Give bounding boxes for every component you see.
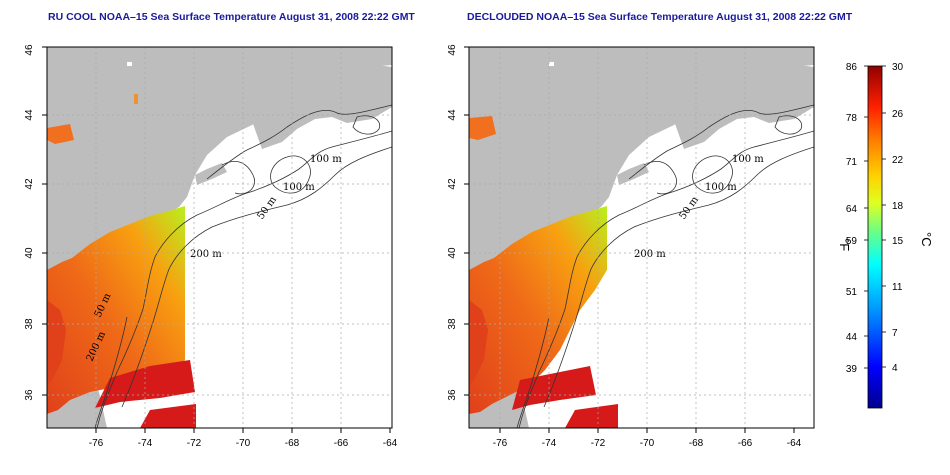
fahrenheit-tick: 64 <box>846 204 858 215</box>
fahrenheit-tick: 59 <box>846 236 858 247</box>
lat-tick-label: 40 <box>24 247 35 259</box>
left-lat-axis: 36 38 40 42 44 46 <box>24 44 47 401</box>
fahrenheit-tick: 51 <box>846 287 858 298</box>
celsius-tick: 22 <box>892 155 904 166</box>
lat-tick-label: 40 <box>447 247 458 259</box>
celsius-tick: 30 <box>892 62 904 73</box>
left-contour-label: 100 m <box>310 154 342 165</box>
lat-tick-label: 36 <box>447 389 458 401</box>
lat-tick-label: 42 <box>447 178 458 190</box>
right-map-title: DECLOUDED NOAA–15 Sea Surface Temperatur… <box>467 11 853 23</box>
lon-tick-label: -74 <box>542 438 557 449</box>
celsius-tick: 4 <box>892 363 898 374</box>
celsius-tick: 18 <box>892 201 904 212</box>
lat-tick-label: 42 <box>24 178 35 190</box>
left-lon-axis: -76 -74 -72 -70 -68 -66 -64 <box>89 428 398 449</box>
right-map: 100 m 100 m 50 m 200 m <box>469 47 814 428</box>
right-lat-axis: 36 38 40 42 44 46 <box>447 44 469 401</box>
lat-tick-label: 44 <box>24 109 35 121</box>
lon-tick-label: -72 <box>591 438 606 449</box>
celsius-tick: 15 <box>892 236 904 247</box>
fahrenheit-tick: 86 <box>846 62 858 73</box>
celsius-tick: 26 <box>892 109 904 120</box>
right-contour-label: 200 m <box>634 249 666 260</box>
lon-tick-label: -72 <box>187 438 202 449</box>
lon-tick-label: -68 <box>285 438 300 449</box>
left-map-frame <box>46 46 393 429</box>
left-contour-label: 200 m <box>190 249 222 260</box>
celsius-tick: 11 <box>892 282 903 293</box>
lon-tick-label: -70 <box>236 438 251 449</box>
lon-tick-label: -66 <box>334 438 349 449</box>
colorbar: 86 78 71 64 59 51 44 39 30 26 22 18 15 1… <box>837 62 934 409</box>
left-map: 100 m 100 m 50 m 200 m 50 m 200 m <box>47 47 392 428</box>
lat-tick-label: 46 <box>24 44 35 56</box>
lat-tick-label: 36 <box>24 389 35 401</box>
right-lon-axis: -76 -74 -72 -70 -68 -66 -64 <box>493 428 802 449</box>
celsius-unit: °C <box>919 232 934 247</box>
left-map-title: RU COOL NOAA–15 Sea Surface Temperature … <box>48 11 415 23</box>
lon-tick-label: -64 <box>383 438 398 449</box>
lat-tick-label: 46 <box>447 44 458 56</box>
fahrenheit-tick: 78 <box>846 113 858 124</box>
lat-tick-label: 44 <box>447 109 458 121</box>
right-contour-label: 100 m <box>705 182 737 193</box>
right-contour-label: 100 m <box>732 154 764 165</box>
lon-tick-label: -64 <box>787 438 802 449</box>
fahrenheit-tick: 71 <box>846 157 858 168</box>
right-map-frame <box>468 46 815 429</box>
celsius-tick: 7 <box>892 328 898 339</box>
colorbar-gradient <box>867 65 883 409</box>
lon-tick-label: -68 <box>689 438 704 449</box>
lon-tick-label: -76 <box>493 438 508 449</box>
lat-tick-label: 38 <box>24 318 35 330</box>
fahrenheit-unit: °F <box>837 238 852 251</box>
left-contour-label: 100 m <box>283 182 315 193</box>
lon-tick-label: -76 <box>89 438 104 449</box>
lon-tick-label: -66 <box>738 438 753 449</box>
lon-tick-label: -70 <box>640 438 655 449</box>
fahrenheit-tick: 39 <box>846 364 858 375</box>
lat-tick-label: 38 <box>447 318 458 330</box>
left-sst-swath <box>47 206 185 414</box>
fahrenheit-tick: 44 <box>846 332 858 343</box>
right-sst-swath <box>469 206 607 414</box>
lon-tick-label: -74 <box>138 438 153 449</box>
